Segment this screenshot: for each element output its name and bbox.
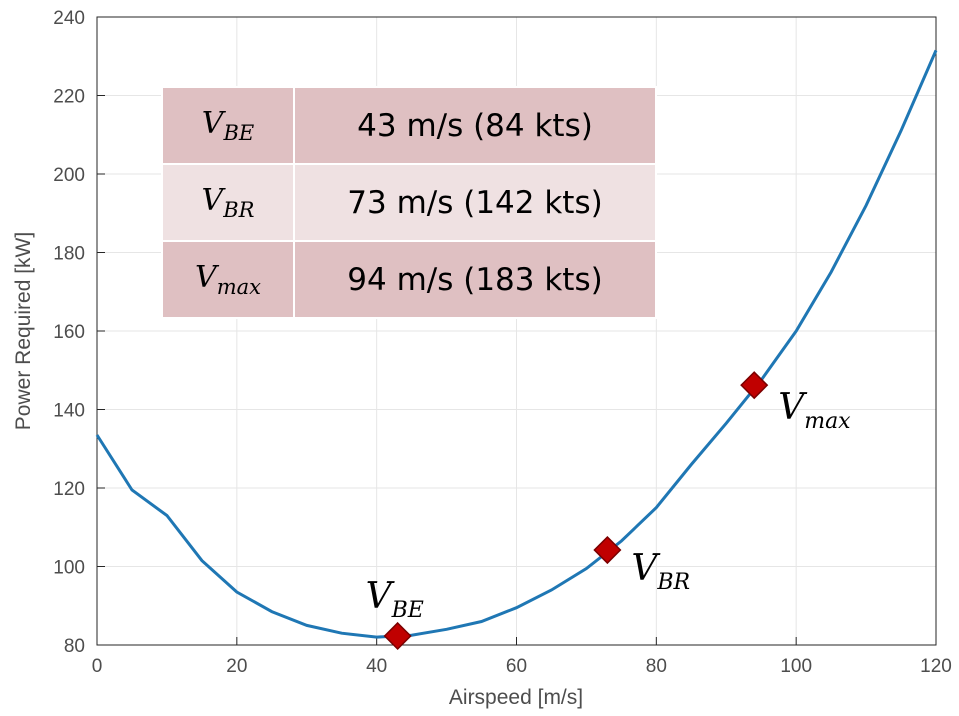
x-axis-label: Airspeed [m/s] xyxy=(449,686,583,709)
marker-label-br: VBR xyxy=(631,548,690,595)
y-tick-label: 220 xyxy=(53,87,85,108)
symbol-main: V xyxy=(201,106,224,141)
speed-symbol-cell: VBE xyxy=(161,86,295,165)
speed-value-cell: 73 m/s (142 kts) xyxy=(293,163,657,242)
marker-br xyxy=(593,535,622,565)
y-axis-label: Power Required [kW] xyxy=(12,232,35,430)
table-row: VBE 43 m/s (84 kts) xyxy=(161,86,657,165)
symbol-subscript: BR xyxy=(223,198,255,222)
speed-symbol-cell: VBR xyxy=(161,163,295,242)
x-tick-label: 0 xyxy=(92,656,103,677)
table-row: VBR 73 m/s (142 kts) xyxy=(161,163,657,242)
x-axis-ticks: 0 20 40 60 80 100 120 xyxy=(92,637,952,677)
symbol-main: V xyxy=(201,183,224,218)
y-tick-label: 100 xyxy=(53,558,85,579)
x-tick-label: 80 xyxy=(646,656,667,677)
power-curve-line xyxy=(95,49,938,639)
speed-marker-labels: VBE VBR Vmax xyxy=(366,387,852,623)
y-axis-ticks: 80 100 120 140 160 180 200 220 240 xyxy=(53,8,105,657)
x-tick-label: 20 xyxy=(226,656,247,677)
x-tick-label: 60 xyxy=(506,656,527,677)
x-tick-label: 120 xyxy=(920,656,952,677)
symbol-subscript: max xyxy=(216,275,261,299)
x-tick-label: 40 xyxy=(366,656,387,677)
speed-symbol-cell: Vmax xyxy=(161,240,295,319)
y-tick-label: 80 xyxy=(64,636,85,657)
marker-max xyxy=(740,371,769,400)
y-tick-label: 160 xyxy=(53,322,85,343)
speed-value-cell: 43 m/s (84 kts) xyxy=(293,86,657,165)
symbol-main: V xyxy=(195,260,217,295)
speed-value-cell: 94 m/s (183 kts) xyxy=(293,240,657,319)
y-tick-label: 240 xyxy=(53,8,85,29)
table-row: Vmax 94 m/s (183 kts) xyxy=(161,240,657,319)
speed-markers xyxy=(383,371,769,651)
marker-label-be: VBE xyxy=(366,576,424,623)
y-tick-label: 200 xyxy=(53,165,85,186)
speed-summary-table: VBE 43 m/s (84 kts) VBR 73 m/s (142 kts)… xyxy=(161,86,657,319)
x-tick-label: 100 xyxy=(780,656,812,677)
symbol-subscript: BE xyxy=(223,121,255,145)
y-tick-label: 140 xyxy=(53,401,85,422)
marker-label-max: Vmax xyxy=(778,387,851,434)
y-tick-label: 120 xyxy=(53,479,85,500)
y-tick-label: 180 xyxy=(53,244,85,265)
marker-be xyxy=(383,621,412,651)
